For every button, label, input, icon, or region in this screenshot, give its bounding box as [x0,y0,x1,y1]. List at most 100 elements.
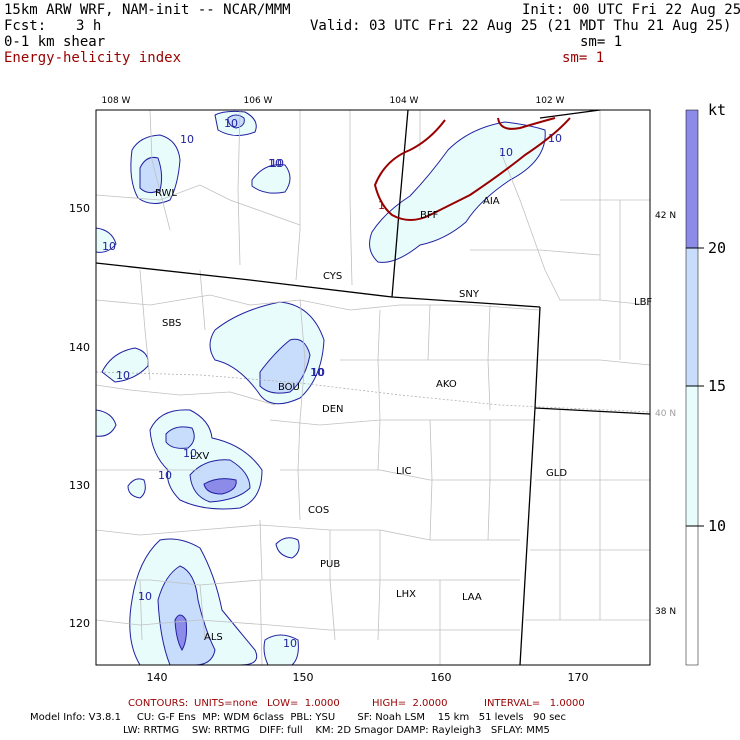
lon-label-2: 104 W [390,96,419,106]
lon-label-0: 108 W [102,96,131,106]
shear-15-bou [259,338,311,394]
colorbar-tick-20: 20 [708,239,727,257]
init-time: Init: 00 UTC Fri 22 Aug 25 [522,2,740,18]
contour-label-2: 10 [102,240,116,253]
forecast-hour: 3 h [76,18,102,34]
grid-y-label: 140 [69,341,90,354]
station-10: LXV [190,451,209,462]
contour-label-9: 10 [283,637,297,650]
contour-label-1: 10 [268,157,282,170]
contours-units: UNITS=none [194,698,258,709]
contour-label-4: 10 [548,132,562,145]
shear-20kt-areas [174,478,237,651]
shear-area-south-right [263,634,299,665]
grid-x-label: 140 [147,671,168,684]
station-2: AIA [483,196,500,207]
contour-label-6: 10 [311,366,325,379]
station-7: BOU [278,382,300,393]
station-3: CYS [323,271,342,282]
contours-low: LOW= 1.0000 [267,698,340,709]
station-9: AKO [436,379,457,390]
shear-15-nw-top [227,114,245,129]
ehi-label-0: 1 [378,199,385,212]
lonlat-labels: 108 W 106 W 104 W 102 W 42 N 40 N 38 N [102,96,677,617]
colorbar-tick-10: 10 [708,517,727,535]
station-13: COS [308,505,329,516]
station-4: SNY [459,289,480,300]
ehi-contours [373,117,571,221]
map-fields [96,110,650,665]
grid-y-label: 150 [69,202,90,215]
grid-x-label: 160 [431,671,452,684]
shear-area-small [127,478,146,499]
shear-area-north [251,164,291,194]
forecast-label: Fcst: [4,18,47,34]
contours-label: CONTOURS: [128,698,189,709]
contour-label-7: 10 [158,469,172,482]
colorbar-band-10-15 [685,385,699,527]
colorbar [685,109,704,666]
colorbar-tick-15: 15 [708,377,727,395]
lon-label-1: 106 W [244,96,273,106]
lat-40n-line [96,371,650,413]
colorbar-unit: kt [708,101,727,119]
contour-label-3: 10 [499,146,513,159]
shear-area-west-edge [96,227,117,253]
station-8: DEN [322,404,344,415]
county-lines [96,110,650,665]
contours-high: HIGH= 2.0000 [372,698,448,709]
colorbar-band-below10 [685,525,699,666]
grid-y-label: 120 [69,617,90,630]
state-borders [96,110,650,665]
valid-time: Valid: 03 UTC Fri 22 Aug 25 (21 MDT Thu … [310,18,732,34]
grid-x-label: 150 [293,671,314,684]
smoothing-ehi: sm= 1 [562,50,605,66]
grid-y-label: 130 [69,479,90,492]
shear-15-south [157,565,216,665]
contour-label-5: 10 [116,369,130,382]
shear-area-ne-band [369,121,546,263]
ehi-labels: 1 [378,199,385,212]
station-15: LHX [396,589,416,600]
colorbar-band-20plus [685,109,699,249]
smoothing-shear: sm= 1 [580,34,623,50]
lat-label-2: 38 N [655,607,676,617]
station-0: RWL [155,188,177,199]
field-name-ehi: Energy-helicity index [4,50,182,66]
shear-15-lxv-north [165,426,195,449]
shear-20-south [174,614,187,651]
contour-label-0: 10 [180,133,194,146]
station-labels: RWL BFF AIA CYS SNY LBF SBS BOU DEN AKO LXV LIC GLD C… [155,188,652,643]
station-17: ALS [204,632,223,643]
field-name-shear: 0-1 km shear [4,34,106,50]
contour-label-10: 10 [183,447,197,460]
contours-interval: INTERVAL= 1.0000 [484,698,585,709]
shear-15kt-areas [139,114,311,665]
lon-label-3: 102 W [536,96,565,106]
lat-label-1: 40 N [655,409,676,419]
contour-label-13: 10 [224,117,238,130]
contour-label-11: 10 [310,366,324,379]
grid-x-label: 170 [568,671,589,684]
shear-area-west-edge2 [96,409,117,437]
station-1: BFF [420,210,439,221]
station-5: LBF [634,297,652,308]
model-info-line1: Model Info: V3.8.1 CU: G-F Ens MP: WDM 6… [30,712,566,723]
grid-labels: 140 150 160 170 150 140 130 120 [69,202,589,684]
station-11: LIC [396,466,412,477]
station-12: GLD [546,468,567,479]
shear-20-lxv [203,478,237,495]
contour-label-8: 10 [138,590,152,603]
shear-15-rwl [139,157,163,194]
shear-area-cos-east [275,537,300,559]
colorbar-band-15-20 [685,247,699,387]
station-6: SBS [162,318,181,329]
station-14: PUB [320,559,340,570]
station-16: LAA [462,592,482,603]
contour-label-12: 10 [270,157,284,170]
model-title: 15km ARW WRF, NAM-init -- NCAR/MMM [4,2,291,18]
model-info-line2: LW: RRTMG SW: RRTMG DIFF: full KM: 2D Sm… [123,725,550,736]
lat-label-0: 42 N [655,211,676,221]
